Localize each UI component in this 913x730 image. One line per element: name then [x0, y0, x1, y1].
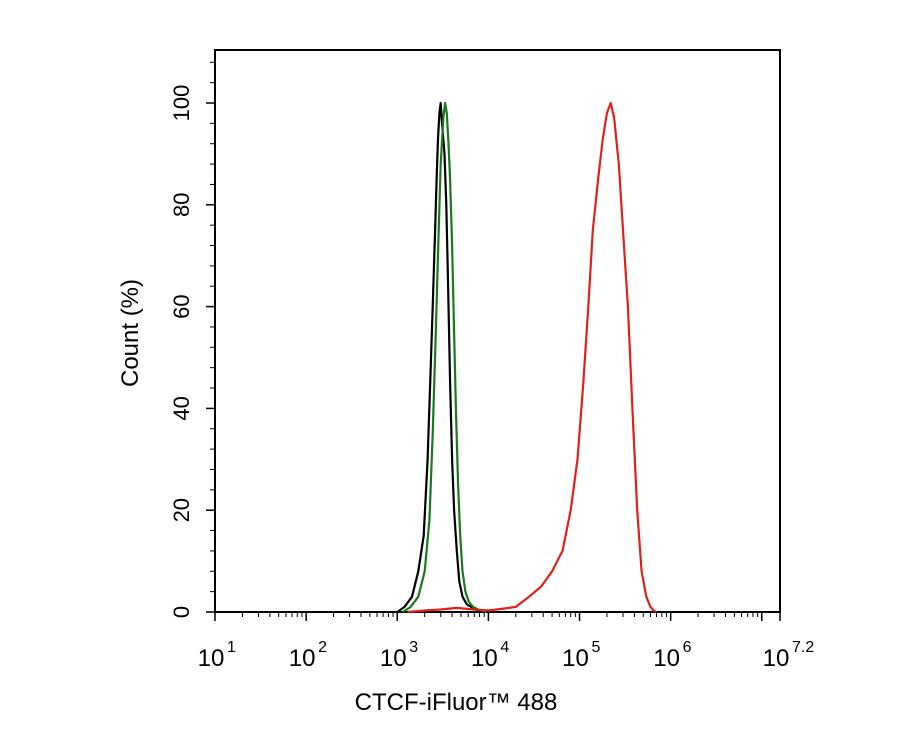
x-tick-label: 10 [198, 645, 225, 672]
y-tick-label: 0 [169, 606, 194, 618]
y-axis-label: Count (%) [117, 279, 144, 387]
x-tick-exponent: 7.2 [792, 639, 814, 656]
x-axis-label: CTCF-iFluor™ 488 [355, 689, 558, 716]
axes-layer [214, 49, 781, 613]
x-tick-exponent: 6 [683, 639, 692, 656]
series-layer [396, 101, 658, 614]
x-tick-label: 10 [763, 645, 790, 672]
series-line-2 [402, 101, 487, 614]
x-tick-label: 10 [380, 645, 407, 672]
x-tick-exponent: 4 [500, 639, 509, 656]
y-tick-label: 40 [169, 396, 194, 420]
x-tick-exponent: 3 [409, 639, 418, 656]
series-line-3 [407, 101, 658, 614]
x-tick-label: 10 [562, 645, 589, 672]
x-tick-label: 10 [289, 645, 316, 672]
x-tick-label: 10 [653, 645, 680, 672]
y-tick-label: 80 [169, 193, 194, 217]
x-tick-label: 10 [471, 645, 498, 672]
x-tick-exponent: 2 [318, 639, 327, 656]
y-tick-label: 60 [169, 294, 194, 318]
x-tick-exponent: 5 [592, 639, 601, 656]
ticks-layer [206, 61, 781, 621]
plot-frame [214, 49, 781, 613]
y-tick-label: 20 [169, 498, 194, 522]
x-tick-exponent: 1 [227, 639, 236, 656]
y-tick-label: 100 [169, 85, 194, 122]
